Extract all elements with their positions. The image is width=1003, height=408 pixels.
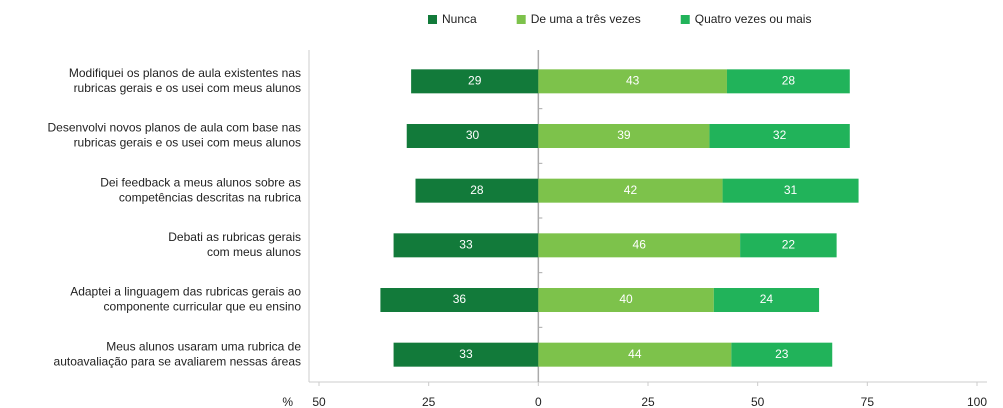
- category-label: competências descritas na rubrica: [119, 190, 301, 204]
- value-label: 40: [619, 292, 633, 306]
- value-label: 42: [624, 183, 638, 197]
- category-label: Desenvolvi novos planos de aula com base…: [48, 121, 302, 135]
- bar-segment: [726, 69, 850, 94]
- category-label: Modifiquei os planos de aula existentes …: [69, 66, 301, 80]
- bar-segment: [731, 342, 833, 367]
- bar-segment: [538, 233, 741, 258]
- bar-segment: [393, 233, 539, 258]
- x-tick-label: 75: [861, 395, 875, 408]
- bar-segment: [538, 124, 710, 148]
- x-tick-label: 25: [641, 395, 655, 408]
- category-label: Adaptei a linguagem das rubricas gerais …: [70, 285, 301, 299]
- x-tick-label: 50: [312, 395, 326, 408]
- x-axis-label: %: [282, 395, 293, 408]
- category-label: rubricas gerais e os usei com meus aluno…: [74, 136, 301, 150]
- value-label: 44: [628, 347, 642, 361]
- category-label: rubricas gerais e os usei com meus aluno…: [74, 81, 301, 95]
- bar-segment: [415, 178, 539, 203]
- bar-segment: [538, 178, 723, 203]
- value-label: 33: [459, 347, 473, 361]
- bar-segment: [380, 288, 539, 312]
- bar-segment: [406, 124, 539, 148]
- legend-swatch: [428, 15, 437, 24]
- bar-segment: [722, 178, 859, 203]
- value-label: 28: [782, 74, 796, 88]
- legend-swatch: [680, 15, 690, 24]
- bar-segment: [713, 288, 820, 312]
- value-label: 36: [453, 292, 467, 306]
- bar-segment: [538, 69, 727, 94]
- value-label: 23: [775, 347, 789, 361]
- category-label: Dei feedback a meus alunos sobre as: [100, 175, 301, 189]
- legend-swatch: [516, 15, 526, 24]
- category-label: Debati as rubricas gerais: [168, 230, 301, 244]
- category-label: autoavaliação para se avaliarem nessas á…: [54, 354, 301, 368]
- bar-segment: [709, 124, 850, 148]
- bar-segment: [538, 342, 732, 367]
- value-label: 31: [784, 183, 798, 197]
- x-tick-label: 100: [967, 395, 987, 408]
- legend-label: Quatro vezes ou mais: [695, 12, 812, 26]
- legend-label: De uma a três vezes: [531, 12, 641, 26]
- value-label: 29: [468, 74, 482, 88]
- x-tick-label: 25: [422, 395, 436, 408]
- legend-label: Nunca: [442, 12, 477, 26]
- category-label: com meus alunos: [207, 245, 301, 259]
- value-label: 28: [470, 183, 484, 197]
- bar-segment: [538, 288, 714, 312]
- bar-segment: [393, 342, 539, 367]
- category-label: Meus alunos usaram uma rubrica de: [106, 339, 301, 353]
- value-label: 39: [617, 128, 631, 142]
- value-label: 24: [760, 292, 774, 306]
- value-label: 33: [459, 238, 473, 252]
- value-label: 43: [626, 74, 640, 88]
- value-label: 46: [633, 238, 647, 252]
- bar-segment: [740, 233, 837, 258]
- value-label: 30: [466, 128, 480, 142]
- x-tick-label: 50: [751, 395, 765, 408]
- x-tick-label: 0: [535, 395, 542, 408]
- value-label: 22: [782, 238, 796, 252]
- bar-segment: [411, 69, 539, 94]
- category-label: componente curricular que eu ensino: [104, 300, 302, 314]
- value-label: 32: [773, 128, 787, 142]
